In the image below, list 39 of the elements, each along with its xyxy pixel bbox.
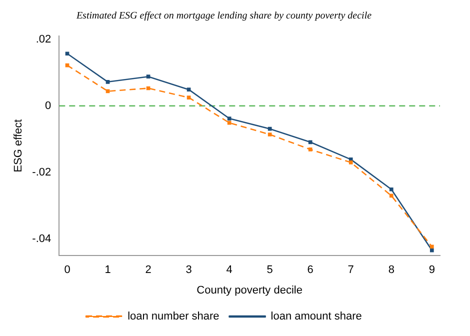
point (186, 96, 191, 100)
x-tick-label: 7 (348, 264, 354, 276)
point (389, 187, 394, 192)
point (348, 158, 353, 162)
point (430, 248, 434, 252)
point (106, 80, 110, 84)
point (146, 86, 150, 90)
x-tick-label: 0 (64, 264, 70, 276)
point (308, 140, 312, 144)
legend-label: loan amount share (270, 310, 362, 323)
y-tick-label: .02 (36, 33, 52, 46)
x-tick-label: 8 (388, 264, 394, 276)
x-tick-label: 3 (186, 264, 192, 276)
y-tick-label: 0 (45, 100, 52, 112)
point (268, 126, 272, 131)
point (65, 63, 70, 68)
legend-label: loan number share (128, 310, 220, 323)
x-tick-label: 2 (145, 264, 152, 276)
x-tick-label: 6 (307, 264, 314, 276)
point (65, 52, 70, 56)
point (106, 89, 110, 94)
point (308, 148, 312, 152)
y-axis-title: ESG effect (12, 119, 25, 172)
point (430, 244, 434, 249)
point (146, 74, 150, 79)
x-tick-label: 5 (266, 264, 273, 276)
point (227, 120, 232, 125)
x-tick-label: 4 (226, 264, 232, 276)
x-tick-label: 9 (428, 264, 435, 276)
point (186, 88, 191, 92)
point (227, 116, 232, 120)
x-axis-title: County poverty decile (196, 284, 302, 296)
point (389, 194, 394, 198)
point (268, 132, 272, 136)
y-tick-label: -.02 (32, 166, 52, 178)
chart-title: Estimated ESG effect on mortgage lending share by county poverty decile (75, 10, 372, 22)
y-tick-label: -.04 (32, 232, 52, 245)
x-tick-label: 1 (104, 264, 111, 276)
point (348, 160, 353, 164)
